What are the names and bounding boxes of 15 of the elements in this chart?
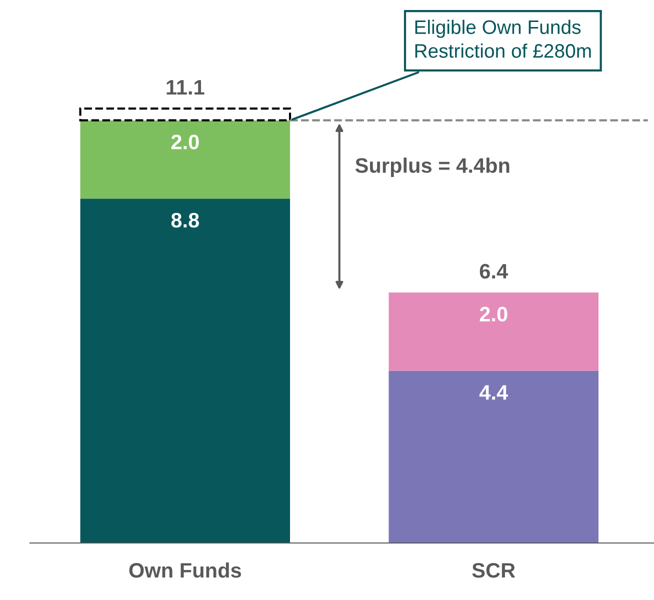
total-label: 6.4	[480, 264, 508, 279]
bar	[388, 370, 598, 543]
bar	[80, 198, 290, 543]
bar	[80, 120, 290, 199]
annotation: Surplus = 4.4bn	[355, 158, 510, 178]
data-label: 2.0	[480, 306, 508, 322]
x-tick-label: SCR	[472, 562, 516, 578]
total-label: 11.1	[166, 80, 204, 94]
bar	[388, 292, 598, 371]
x-tick-label: Own Funds	[129, 562, 242, 578]
data-label: 4.4	[479, 385, 508, 400]
text: Eligible Own Funds Restriction of £280m	[415, 20, 591, 58]
data-label: 2.0	[171, 134, 199, 150]
data-label: 8.8	[171, 212, 199, 228]
bar	[79, 108, 292, 122]
